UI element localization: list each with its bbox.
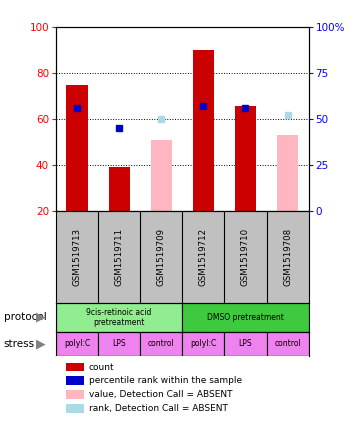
Text: GSM1519710: GSM1519710 <box>241 228 250 286</box>
Bar <box>225 332 266 356</box>
Text: GSM1519711: GSM1519711 <box>115 228 123 286</box>
Text: value, Detection Call = ABSENT: value, Detection Call = ABSENT <box>89 390 232 399</box>
Text: count: count <box>89 363 114 371</box>
Text: GSM1519708: GSM1519708 <box>283 228 292 286</box>
Bar <box>266 332 309 356</box>
Bar <box>56 332 98 356</box>
Text: rank, Detection Call = ABSENT: rank, Detection Call = ABSENT <box>89 404 228 413</box>
Text: LPS: LPS <box>112 339 126 348</box>
Text: GSM1519712: GSM1519712 <box>199 228 208 286</box>
Bar <box>56 303 182 332</box>
Bar <box>98 332 140 356</box>
Bar <box>66 85 87 211</box>
Bar <box>66 376 84 385</box>
Bar <box>193 50 214 211</box>
Text: 9cis-retinoic acid
pretreatment: 9cis-retinoic acid pretreatment <box>86 308 152 327</box>
Bar <box>140 332 182 356</box>
Text: polyI:C: polyI:C <box>64 339 90 348</box>
Bar <box>151 140 172 211</box>
Text: polyI:C: polyI:C <box>190 339 217 348</box>
Bar <box>66 404 84 413</box>
Bar <box>235 105 256 211</box>
Bar <box>66 363 84 371</box>
Bar <box>277 135 298 211</box>
Bar <box>182 332 225 356</box>
Text: GSM1519709: GSM1519709 <box>157 228 166 286</box>
Bar <box>182 303 309 332</box>
Text: control: control <box>274 339 301 348</box>
Text: ▶: ▶ <box>36 311 46 324</box>
Text: protocol: protocol <box>4 312 46 322</box>
Text: LPS: LPS <box>239 339 252 348</box>
Text: ▶: ▶ <box>36 337 46 350</box>
Text: control: control <box>148 339 175 348</box>
Text: stress: stress <box>4 339 35 349</box>
Bar <box>109 168 130 211</box>
Text: DMSO pretreatment: DMSO pretreatment <box>207 313 284 322</box>
Text: GSM1519713: GSM1519713 <box>73 228 82 286</box>
Bar <box>66 390 84 399</box>
Text: percentile rank within the sample: percentile rank within the sample <box>89 376 242 385</box>
